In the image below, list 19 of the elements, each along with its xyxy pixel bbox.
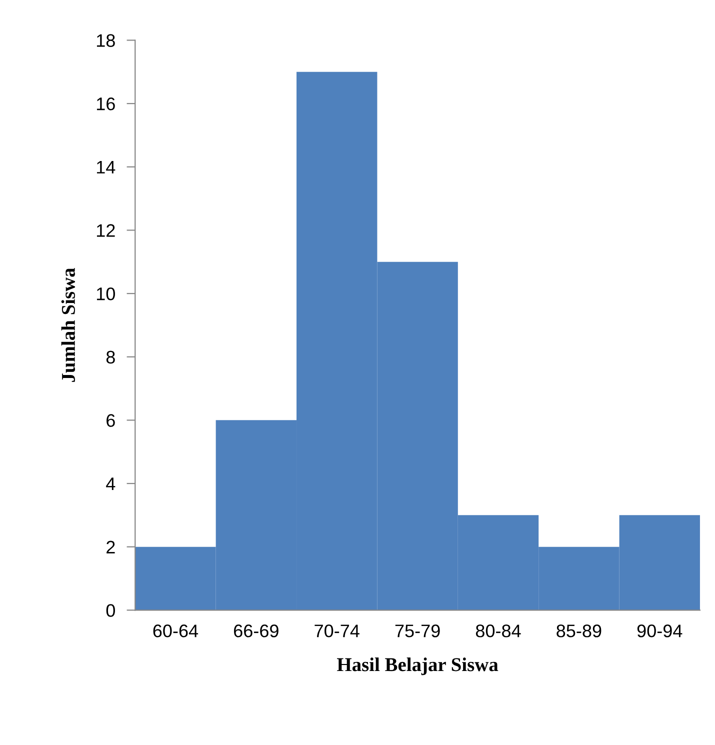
x-tick-label: 80-84: [476, 624, 521, 638]
y-tick-label: 10: [96, 287, 115, 300]
y-tick-label: 18: [96, 34, 115, 47]
x-tick-label: 70-74: [314, 624, 360, 638]
y-axis-title: Jumlah Siswa: [61, 268, 76, 382]
y-tick-label: 12: [96, 224, 115, 237]
y-tick-label: 16: [96, 97, 115, 110]
y-tick-label: 14: [96, 161, 116, 174]
x-tick-label: 90-94: [637, 624, 682, 638]
y-tick-label: 6: [106, 414, 115, 427]
y-tick-label: 2: [106, 540, 115, 554]
y-tick-label: 4: [106, 478, 116, 490]
y-tick-label: 8: [106, 350, 115, 364]
x-tick-label: 66-69: [234, 624, 278, 638]
x-tick-label: 85-89: [556, 624, 602, 638]
x-tick-label: 60-64: [153, 624, 198, 638]
x-axis-title: Hasil Belajar Siswa: [337, 658, 498, 676]
x-tick-label: 75-79: [395, 624, 440, 638]
y-tick-label: 0: [106, 604, 115, 617]
